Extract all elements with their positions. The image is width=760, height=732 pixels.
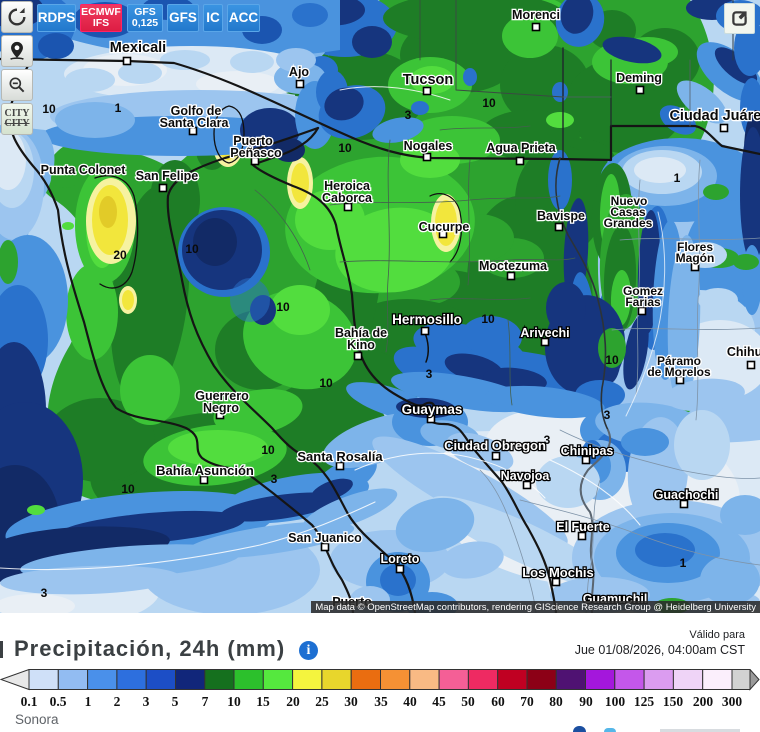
svg-text:1: 1 [680, 556, 687, 570]
svg-text:de Morelos: de Morelos [647, 365, 711, 379]
svg-text:Chihua: Chihua [727, 345, 760, 359]
svg-text:10: 10 [42, 102, 56, 116]
svg-text:Ajo: Ajo [289, 65, 310, 79]
svg-text:Nuevo: Nuevo [611, 194, 648, 208]
svg-text:Tucson: Tucson [403, 72, 453, 88]
svg-text:Farias: Farias [625, 295, 661, 309]
svg-text:Guachochi: Guachochi [654, 488, 719, 502]
svg-text:10: 10 [319, 376, 333, 390]
svg-text:San Felipe: San Felipe [136, 169, 199, 183]
svg-text:10: 10 [276, 300, 290, 314]
svg-text:Cucurpe: Cucurpe [419, 220, 470, 234]
svg-text:Los Mochis: Los Mochis [522, 565, 594, 580]
svg-text:Casas: Casas [610, 205, 646, 219]
svg-text:El Fuerte: El Fuerte [556, 520, 610, 534]
svg-text:10: 10 [481, 312, 495, 326]
svg-text:Guerrero: Guerrero [195, 389, 249, 403]
svg-text:3: 3 [604, 408, 611, 422]
svg-text:Mexicali: Mexicali [110, 40, 166, 56]
svg-text:Magón: Magón [676, 251, 715, 265]
svg-text:San Juanico: San Juanico [288, 531, 362, 545]
svg-text:10: 10 [338, 141, 352, 155]
svg-text:Chinipas: Chinipas [561, 444, 614, 458]
svg-text:20: 20 [113, 248, 127, 262]
svg-text:10: 10 [185, 242, 199, 256]
svg-text:Ciudad Juárez: Ciudad Juárez [669, 108, 760, 124]
svg-text:Ciudad Obregon: Ciudad Obregon [444, 438, 546, 453]
svg-text:1: 1 [674, 171, 681, 185]
svg-text:Santa Clara: Santa Clara [160, 116, 230, 130]
svg-text:1: 1 [115, 101, 122, 115]
svg-text:10: 10 [121, 482, 135, 496]
svg-text:Arivechi: Arivechi [520, 326, 569, 340]
svg-text:3: 3 [41, 586, 48, 600]
svg-text:Santa Rosalía: Santa Rosalía [297, 449, 383, 464]
svg-text:Nogales: Nogales [404, 139, 453, 153]
svg-text:3: 3 [405, 108, 412, 122]
svg-text:Bavispe: Bavispe [537, 209, 585, 223]
svg-text:Caborca: Caborca [322, 191, 373, 205]
svg-text:Golfo de: Golfo de [171, 104, 222, 118]
svg-text:Navojoa: Navojoa [501, 469, 551, 483]
svg-text:3: 3 [544, 433, 551, 447]
svg-text:Bahía Asunción: Bahía Asunción [156, 463, 254, 478]
svg-text:Heroica: Heroica [324, 179, 371, 193]
svg-text:Guaymas: Guaymas [402, 402, 463, 417]
svg-text:Negro: Negro [203, 401, 239, 415]
svg-text:Bahía de: Bahía de [335, 326, 387, 340]
svg-text:Deming: Deming [616, 71, 662, 85]
svg-text:10: 10 [605, 353, 619, 367]
svg-text:Gomez: Gomez [623, 284, 663, 298]
svg-text:Puerto: Puerto [233, 134, 273, 148]
svg-text:Kino: Kino [347, 338, 375, 352]
svg-text:Páramo: Páramo [657, 354, 701, 368]
svg-text:Morenci: Morenci [512, 8, 560, 22]
svg-text:10: 10 [482, 96, 496, 110]
svg-text:Peñasco: Peñasco [230, 146, 282, 160]
svg-text:Loreto: Loreto [381, 552, 420, 566]
svg-text:3: 3 [271, 472, 278, 486]
svg-text:3: 3 [426, 367, 433, 381]
svg-text:Flores: Flores [677, 240, 713, 254]
svg-text:Agua Prieta: Agua Prieta [486, 141, 557, 155]
svg-text:Hermosillo: Hermosillo [392, 312, 462, 327]
svg-text:Moctezuma: Moctezuma [479, 259, 548, 273]
svg-text:Punta Colonet: Punta Colonet [41, 163, 127, 177]
svg-text:Grandes: Grandes [604, 216, 653, 230]
svg-text:10: 10 [261, 443, 275, 457]
